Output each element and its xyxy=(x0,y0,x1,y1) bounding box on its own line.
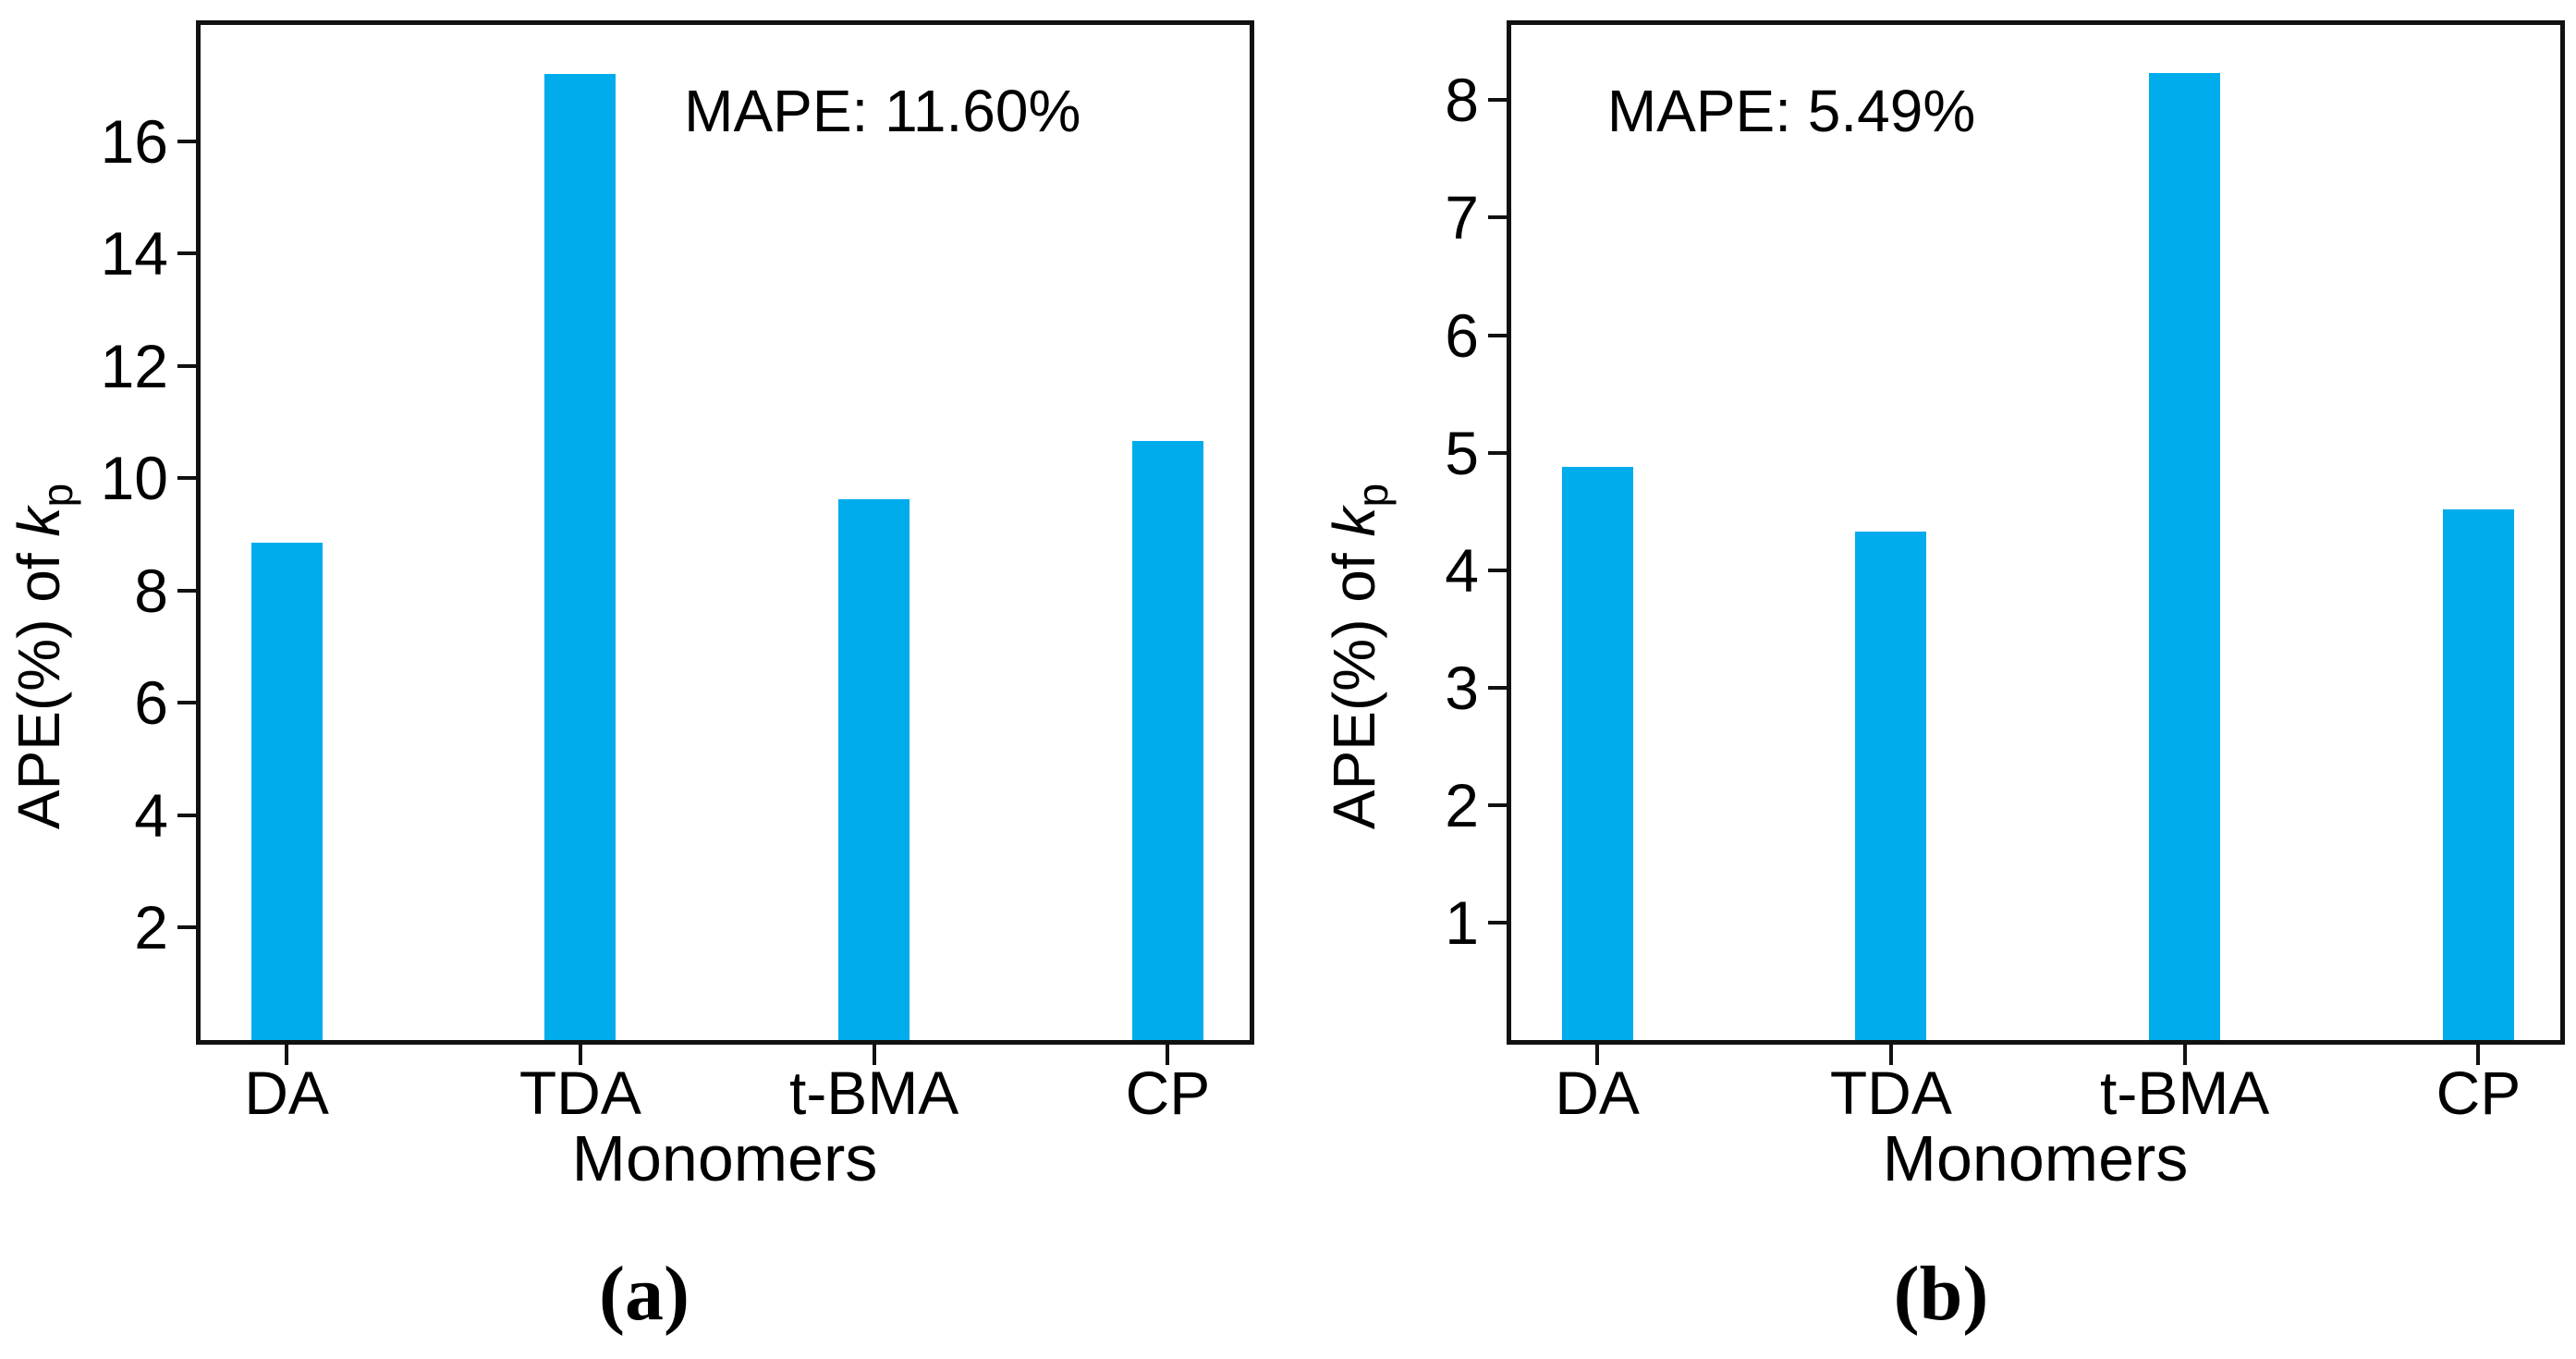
y-tick xyxy=(1488,568,1507,572)
y-tick-label: 12 xyxy=(100,331,168,400)
y-tick-label: 16 xyxy=(100,106,168,176)
bar-DA xyxy=(1561,466,1633,1040)
y-axis-label-sub: p xyxy=(32,483,81,508)
mape-annotation-b: MAPE: 5.49% xyxy=(1606,78,1976,144)
x-axis-label-b: Monomers xyxy=(1882,1122,2189,1194)
mape-annotation-a: MAPE: 11.60% xyxy=(684,78,1081,144)
y-tick-label: 10 xyxy=(100,444,168,513)
y-tick xyxy=(1488,333,1507,337)
y-tick-label: 6 xyxy=(1445,300,1479,370)
y-tick xyxy=(1488,450,1507,455)
x-tick xyxy=(1595,1045,1600,1065)
x-tick-label-DA: DA xyxy=(244,1059,329,1127)
caption-a: (a) xyxy=(599,1251,690,1337)
bar-DA xyxy=(250,543,323,1040)
y-axis-label-sub: p xyxy=(1348,483,1397,508)
y-tick xyxy=(1488,685,1507,690)
y-tick xyxy=(177,476,196,481)
x-tick xyxy=(1888,1045,1893,1065)
x-tick-label-t-BMA: t-BMA xyxy=(2099,1059,2270,1127)
bar-CP xyxy=(1131,441,1203,1040)
x-tick-label-TDA: TDA xyxy=(519,1059,641,1127)
y-tick-label: 8 xyxy=(1445,66,1479,135)
bar-CP xyxy=(2442,508,2514,1040)
y-axis-label-b: APE(%) of kp xyxy=(1321,483,1402,829)
x-tick xyxy=(1166,1045,1170,1065)
x-tick xyxy=(578,1045,582,1065)
plot-area-a: MAPE: 11.60% 2 4 6 8 10 12 14 16 DA TDA t-BMA CP xyxy=(101,20,1254,1123)
y-tick xyxy=(177,139,196,143)
x-tick xyxy=(2476,1045,2481,1065)
y-tick xyxy=(1488,98,1507,103)
x-tick-label-TDA: TDA xyxy=(1829,1059,1952,1127)
x-tick-label-t-BMA: t-BMA xyxy=(788,1059,959,1127)
y-tick-label: 2 xyxy=(134,893,168,962)
y-tick-label: 5 xyxy=(1445,418,1479,487)
y-tick-label: 7 xyxy=(1445,183,1479,252)
bar-TDA xyxy=(544,73,617,1040)
y-tick xyxy=(177,701,196,705)
y-axis-label-text: APE(%) of xyxy=(6,536,73,830)
y-tick xyxy=(1488,802,1507,807)
y-tick-label: 4 xyxy=(134,780,168,850)
y-axis-label-k: k xyxy=(6,507,73,537)
y-tick-label: 6 xyxy=(134,668,168,738)
y-tick-label: 4 xyxy=(1445,535,1479,605)
y-tick-label: 8 xyxy=(134,556,168,625)
x-tick-label-CP: CP xyxy=(2436,1059,2521,1127)
x-tick xyxy=(2182,1045,2187,1065)
bar-TDA xyxy=(1855,531,1927,1040)
y-tick-label: 14 xyxy=(100,219,168,288)
y-tick xyxy=(177,363,196,368)
x-tick-label-DA: DA xyxy=(1555,1059,1640,1127)
y-tick xyxy=(177,251,196,256)
y-axis-label-text: APE(%) of xyxy=(1321,536,1388,830)
plot-area-b: MAPE: 5.49% 1 2 3 4 5 6 7 8 DA TDA t-BMA CP xyxy=(1445,20,2565,1123)
y-tick-label: 3 xyxy=(1445,653,1479,722)
x-tick xyxy=(872,1045,876,1065)
x-tick-label-CP: CP xyxy=(1125,1059,1211,1127)
y-tick xyxy=(177,588,196,593)
y-tick-label: 1 xyxy=(1445,888,1479,957)
bar-t-BMA xyxy=(2149,73,2221,1040)
x-axis-label-a: Monomers xyxy=(571,1122,878,1194)
bar-t-BMA xyxy=(838,499,910,1040)
y-tick xyxy=(177,813,196,817)
y-tick xyxy=(177,925,196,930)
y-tick xyxy=(1488,920,1507,924)
chart-panel-a: MAPE: 11.60% 2 4 6 8 10 12 14 16 DA TDA t-BMA CP AP… xyxy=(6,20,1254,1337)
y-tick-label: 2 xyxy=(1445,770,1479,839)
chart-panel-b: MAPE: 5.49% 1 2 3 4 5 6 7 8 DA TDA t-BMA CP APE(%) … xyxy=(1288,0,2576,1359)
y-tick xyxy=(1488,215,1507,220)
x-tick xyxy=(285,1045,289,1065)
y-axis-label-a: APE(%) of kp xyxy=(6,483,87,830)
y-axis-label-k: k xyxy=(1321,507,1388,537)
caption-b: (b) xyxy=(1893,1251,1989,1337)
